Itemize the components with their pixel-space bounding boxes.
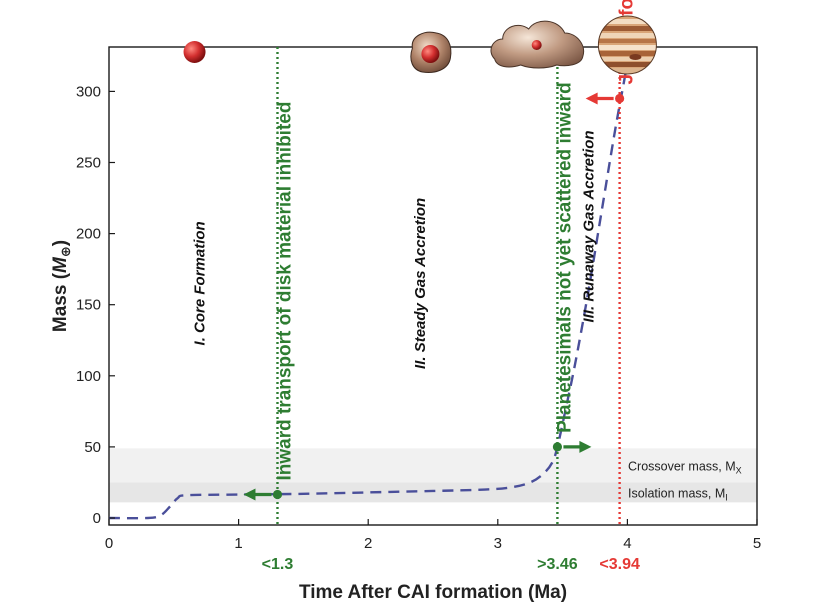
x-tick-label-1: 1 [234,535,242,552]
y-axis-title-sub: ⊕ [58,246,73,257]
band-label-main-1: Crossover mass, M [628,459,736,473]
event-arrowhead-1 [579,440,592,453]
y-axis-title-close: ) [50,240,71,246]
jupiter-rim [597,15,657,75]
phase-label-0: I. Core Formation [192,221,209,345]
event-marker-2 [615,93,625,104]
y-tick-label-0: 0 [93,510,101,527]
event-marker-0 [272,489,283,500]
x-axis-title: Time After CAI formation (Ma) [299,582,567,603]
x-tick-label-3: 3 [494,535,502,552]
event-marker-1 [552,442,563,452]
y-tick-label-1: 50 [84,439,101,456]
y-tick-label-4: 200 [76,226,101,243]
event-arrowhead-2 [585,92,598,105]
jupiter-bands [598,19,657,74]
x-tick-label-2: 2 [364,535,372,552]
y-tick-label-6: 300 [76,83,101,100]
series-line-0 [109,48,632,520]
gas-cloud-core-shape [531,40,542,50]
band-label-sub-0: I [725,492,728,502]
y-axis-title-symbol: M [50,256,71,273]
jupiter-stripe-0 [598,19,657,24]
jupiter-stripe-6 [598,57,657,61]
mass-bands: Isolation mass, MI Crossover mass, MX [109,448,757,502]
jupiter-stripe-1 [598,26,657,31]
core-with-envelope-icon [410,31,452,73]
planet-core-icon [183,41,206,63]
y-tick-label-5: 250 [76,155,101,172]
event-age-label-0: <1.3 [262,556,294,573]
y-axis-title: Mass (M⊕) [50,240,73,332]
x-tick-label-5: 5 [753,535,761,552]
x-tick-label-4: 4 [623,535,631,552]
jupiter-stripe-7 [598,62,657,67]
event-age-label-2: <3.94 [599,556,640,573]
jupiter-icon [597,15,657,75]
phase-label-1: II. Steady Gas Accretion [412,198,429,369]
phase-labels: I. Core Formation II. Steady Gas Accretio… [192,130,598,368]
planet-illustrations [183,15,657,75]
jupiter-stripe-3 [598,39,657,43]
y-axis-title-main: Mass ( [50,272,71,332]
phase-label-2: III. Runaway Gas Accretion [581,130,598,322]
gas-cloud-core-icon [490,20,585,69]
event-age-label-1: >3.46 [537,556,578,573]
x-tick-label-0: 0 [105,535,113,552]
event-label-0: Inward transport of disk material inhibi… [274,102,295,481]
jupiter-stripe-8 [598,68,657,74]
planet-core-shape [183,41,206,63]
band-0 [109,482,757,503]
y-tick-label-2: 100 [76,368,101,385]
band-label-1: Crossover mass, MX [628,459,742,475]
band-1 [109,448,757,483]
event-arrowhead-0 [243,488,256,501]
jupiter-stripe-4 [598,45,657,50]
band-label-0: Isolation mass, MI [628,486,728,502]
band-label-main-0: Isolation mass, M [628,486,725,500]
event-label-1: Planetesimals not yet scattered inward [554,82,575,433]
jupiter-stripe-5 [598,51,657,56]
mass-curve [109,48,632,520]
jupiter-stripe-2 [598,33,657,38]
envelope-core-shape [421,45,440,63]
jupiter-spot [629,54,642,60]
band-label-sub-1: X [736,465,742,475]
y-tick-label-3: 150 [76,297,101,314]
